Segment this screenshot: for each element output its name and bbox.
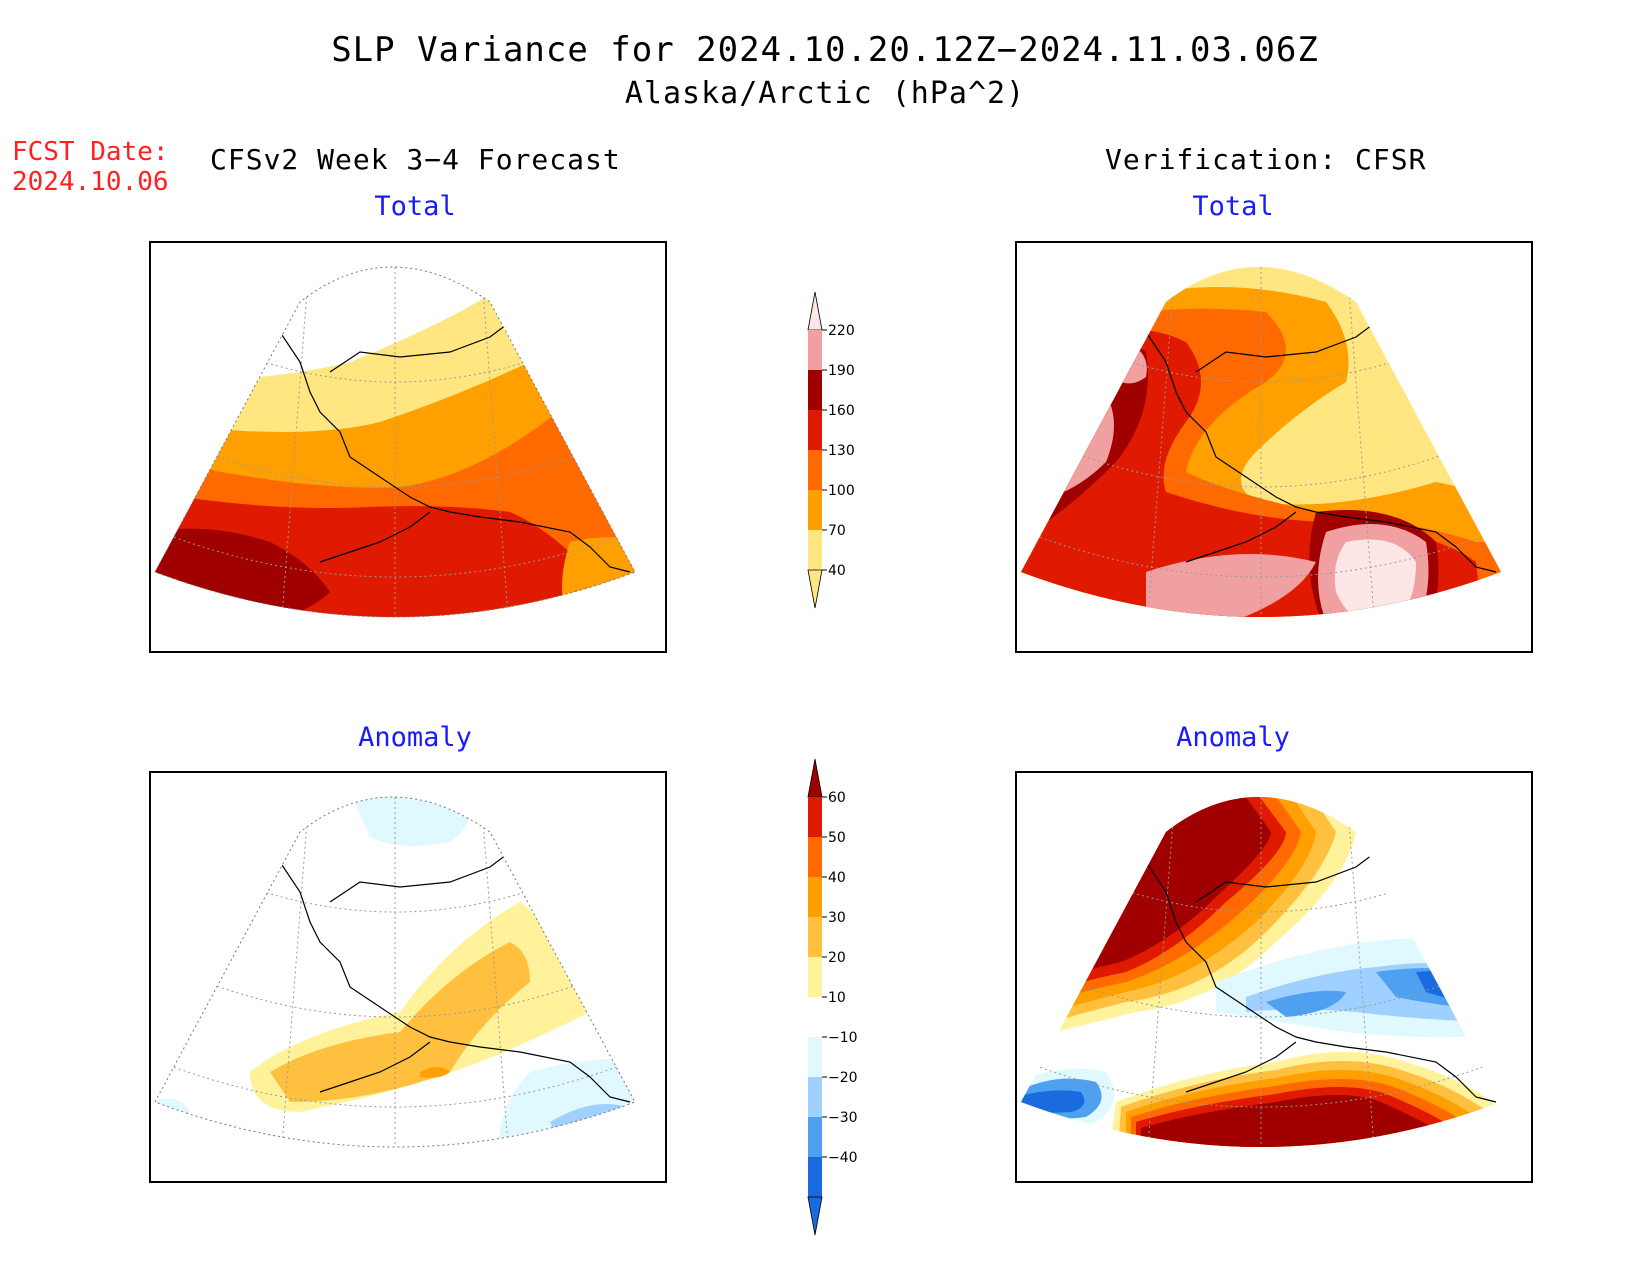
verification-total-title: Total bbox=[1192, 191, 1274, 222]
forecast-anomaly-map bbox=[149, 771, 667, 1183]
anomaly-colorbar-swatch bbox=[808, 1037, 822, 1077]
anomaly-colorbar-swatch bbox=[808, 1077, 822, 1117]
figure-subtitle: Alaska/Arctic (hPa^2) bbox=[624, 76, 1026, 111]
anomaly-colorbar-top-arrow bbox=[807, 758, 823, 798]
anomaly-colorbar-swatch bbox=[808, 957, 822, 997]
total-colorbar-tick-label: 160 bbox=[828, 403, 855, 419]
anomaly-colorbar: 60 50 40 30 20 10 −10 −20 −30 −40 bbox=[807, 758, 858, 1236]
total-colorbar-tick-label: 220 bbox=[828, 323, 855, 339]
anomaly-colorbar-tick-label: −10 bbox=[828, 1030, 858, 1046]
anomaly-colorbar-tick-label: −20 bbox=[828, 1070, 858, 1086]
total-colorbar-bottom-arrow bbox=[807, 569, 823, 609]
forecast-total-map bbox=[149, 241, 667, 653]
anomaly-colorbar-swatch bbox=[808, 877, 822, 917]
total-colorbar-tick-label: 70 bbox=[828, 523, 846, 539]
verification-column-title: Verification: CFSR bbox=[1105, 143, 1427, 176]
anomaly-colorbar-tick-label: −40 bbox=[828, 1150, 858, 1166]
anomaly-colorbar-tick-label: 20 bbox=[828, 950, 846, 966]
total-colorbar-swatch bbox=[808, 490, 822, 530]
anomaly-colorbar-bottom-arrow bbox=[807, 1196, 823, 1236]
anomaly-colorbar-swatch bbox=[808, 797, 822, 837]
anomaly-colorbar-tick-label: 60 bbox=[828, 790, 846, 806]
total-colorbar-swatch bbox=[808, 410, 822, 450]
verification-total-map bbox=[1015, 241, 1533, 653]
total-colorbar-tick-label: 190 bbox=[828, 363, 855, 379]
anomaly-colorbar-tick-label: 40 bbox=[828, 870, 846, 886]
total-colorbar: 220 190 160 130 100 70 40 bbox=[807, 291, 855, 609]
total-colorbar-top-arrow bbox=[807, 291, 823, 331]
verification-anomaly-map bbox=[1015, 771, 1533, 1183]
anomaly-colorbar-swatch bbox=[808, 917, 822, 957]
total-colorbar-tick-label: 40 bbox=[828, 563, 846, 579]
forecast-column-title: CFSv2 Week 3−4 Forecast bbox=[210, 143, 621, 176]
anomaly-colorbar-tick-label: 30 bbox=[828, 910, 846, 926]
anomaly-colorbar-swatch bbox=[808, 997, 822, 1037]
forecast-total-title: Total bbox=[374, 191, 456, 222]
anomaly-colorbar-tick-label: 50 bbox=[828, 830, 846, 846]
anomaly-colorbar-tick-label: 10 bbox=[828, 990, 846, 1006]
total-colorbar-tick-label: 100 bbox=[828, 483, 855, 499]
anomaly-colorbar-tick-label: −30 bbox=[828, 1110, 858, 1126]
anomaly-colorbar-swatch bbox=[808, 1117, 822, 1157]
total-colorbar-tick-label: 130 bbox=[828, 443, 855, 459]
total-colorbar-swatch bbox=[808, 330, 822, 370]
total-colorbar-swatch bbox=[808, 450, 822, 490]
figure-title: SLP Variance for 2024.10.20.12Z−2024.11.… bbox=[331, 30, 1319, 70]
fcst-date-value: 2024.10.06 bbox=[12, 167, 169, 197]
forecast-anomaly-title: Anomaly bbox=[358, 722, 472, 753]
anomaly-colorbar-swatch bbox=[808, 1157, 822, 1197]
total-colorbar-swatch bbox=[808, 370, 822, 410]
fcst-date-label: FCST Date: bbox=[12, 137, 169, 167]
anomaly-colorbar-swatch bbox=[808, 837, 822, 877]
verification-anomaly-title: Anomaly bbox=[1176, 722, 1290, 753]
total-colorbar-swatch bbox=[808, 530, 822, 570]
